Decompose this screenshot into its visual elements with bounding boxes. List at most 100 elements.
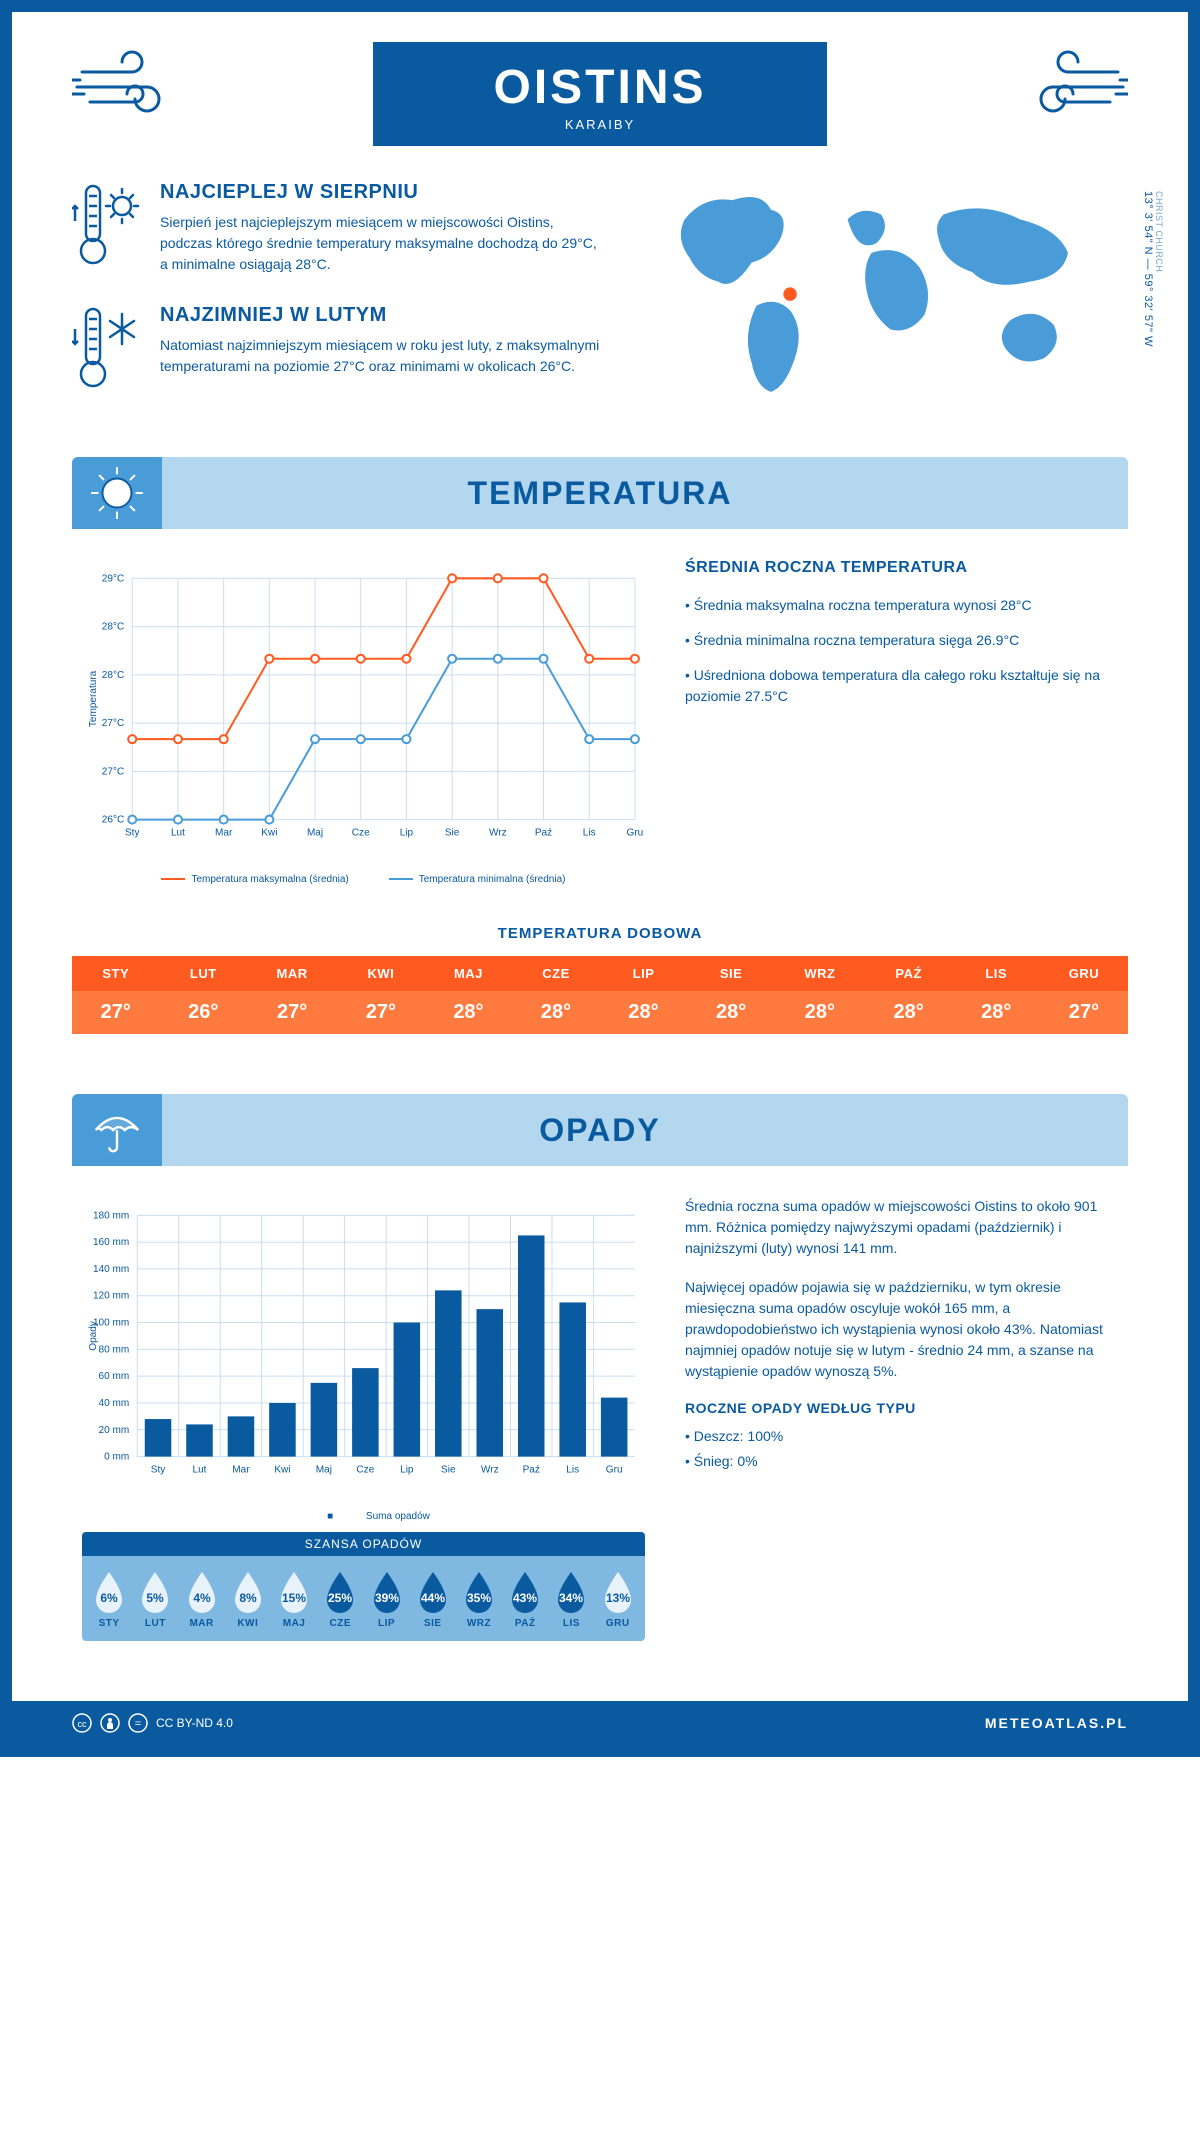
- coldest-title: NAJZIMNIEJ W LUTYM: [160, 304, 604, 327]
- hottest-text: Sierpień jest najcieplejszym miesiącem w…: [160, 212, 604, 275]
- svg-text:Gru: Gru: [627, 828, 644, 839]
- precipitation-drop: 6%STY: [90, 1568, 128, 1629]
- coordinates: CHRIST CHURCH 13° 3' 54" N — 59° 32' 57"…: [1142, 191, 1164, 347]
- daily-temp-title: TEMPERATURA DOBOWA: [72, 925, 1128, 942]
- hottest-fact: NAJCIEPLEJ W SIERPNIU Sierpień jest najc…: [72, 181, 604, 276]
- brand: METEOATLAS.PL: [985, 1715, 1128, 1731]
- svg-text:Mar: Mar: [215, 828, 233, 839]
- thermometer-snow-icon: [72, 304, 142, 399]
- svg-text:Maj: Maj: [316, 1465, 332, 1476]
- svg-text:44%: 44%: [421, 1591, 445, 1605]
- license: cc = CC BY-ND 4.0: [72, 1713, 233, 1733]
- thermometer-sun-icon: [72, 181, 142, 276]
- wind-icon-left: [72, 42, 182, 137]
- precipitation-chance-box: SZANSA OPADÓW 6%STY5%LUT4%MAR8%KWI15%MAJ…: [82, 1532, 645, 1641]
- svg-text:5%: 5%: [147, 1591, 165, 1605]
- svg-text:28°C: 28°C: [102, 670, 124, 681]
- svg-text:34%: 34%: [559, 1591, 583, 1605]
- sun-icon: [88, 464, 146, 522]
- svg-text:Kwi: Kwi: [274, 1465, 290, 1476]
- precipitation-section-header: OPADY: [72, 1094, 1128, 1166]
- precipitation-drop: 4%MAR: [183, 1568, 221, 1629]
- temperature-info: ŚREDNIA ROCZNA TEMPERATURA • Średnia mak…: [685, 559, 1118, 885]
- svg-text:26°C: 26°C: [102, 815, 124, 826]
- intro-section: NAJCIEPLEJ W SIERPNIU Sierpień jest najc…: [72, 181, 1128, 427]
- chart-legend: Temperatura maksymalna (średnia) Tempera…: [82, 874, 645, 885]
- precipitation-drop: 35%WRZ: [460, 1568, 498, 1629]
- svg-text:39%: 39%: [375, 1591, 399, 1605]
- precipitation-drop: 8%KWI: [229, 1568, 267, 1629]
- svg-text:Lip: Lip: [400, 1465, 414, 1476]
- precipitation-drop: 43%PAŹ: [506, 1568, 544, 1629]
- svg-text:60 mm: 60 mm: [99, 1371, 130, 1382]
- svg-text:Sty: Sty: [151, 1465, 166, 1476]
- svg-text:180 mm: 180 mm: [93, 1210, 129, 1221]
- svg-text:=: =: [135, 1718, 141, 1730]
- precipitation-drop: 44%SIE: [414, 1568, 452, 1629]
- svg-text:43%: 43%: [513, 1591, 537, 1605]
- precipitation-drop: 34%LIS: [552, 1568, 590, 1629]
- svg-text:Sie: Sie: [441, 1465, 456, 1476]
- svg-text:20 mm: 20 mm: [99, 1425, 130, 1436]
- precipitation-drop: 39%LIP: [368, 1568, 406, 1629]
- svg-text:Lut: Lut: [193, 1465, 207, 1476]
- coldest-text: Natomiast najzimniejszym miesiącem w rok…: [160, 335, 604, 377]
- svg-text:Lut: Lut: [171, 828, 185, 839]
- svg-text:13%: 13%: [606, 1591, 630, 1605]
- svg-text:Opady: Opady: [88, 1321, 99, 1351]
- title-panel: OISTINS KARAIBY: [373, 42, 826, 146]
- svg-text:Lip: Lip: [400, 828, 414, 839]
- svg-text:Kwi: Kwi: [261, 828, 277, 839]
- header: OISTINS KARAIBY: [72, 42, 1128, 146]
- svg-text:Paź: Paź: [535, 828, 552, 839]
- city-title: OISTINS: [493, 60, 706, 115]
- svg-text:120 mm: 120 mm: [93, 1291, 129, 1302]
- temperature-section-header: TEMPERATURA: [72, 457, 1128, 529]
- precipitation-drop: 13%GRU: [599, 1568, 637, 1629]
- svg-text:80 mm: 80 mm: [99, 1344, 130, 1355]
- svg-text:Cze: Cze: [352, 828, 370, 839]
- svg-text:Lis: Lis: [583, 828, 596, 839]
- svg-text:29°C: 29°C: [102, 573, 124, 584]
- svg-text:27°C: 27°C: [102, 766, 124, 777]
- svg-text:28°C: 28°C: [102, 622, 124, 633]
- svg-text:160 mm: 160 mm: [93, 1237, 129, 1248]
- svg-text:Wrz: Wrz: [481, 1465, 499, 1476]
- temperature-line-chart: 26°C 27°C 27°C 28°C 28°C 29°C Sty Lut Mar Kwi Maj C…: [82, 559, 645, 885]
- svg-text:Maj: Maj: [307, 828, 323, 839]
- svg-text:140 mm: 140 mm: [93, 1264, 129, 1275]
- svg-text:6%: 6%: [100, 1591, 118, 1605]
- coldest-fact: NAJZIMNIEJ W LUTYM Natomiast najzimniejs…: [72, 304, 604, 399]
- svg-text:Paź: Paź: [523, 1465, 540, 1476]
- svg-text:cc: cc: [78, 1719, 88, 1729]
- svg-text:Sty: Sty: [125, 828, 140, 839]
- svg-text:Mar: Mar: [232, 1465, 250, 1476]
- svg-text:40 mm: 40 mm: [99, 1398, 130, 1409]
- precipitation-drop: 25%CZE: [321, 1568, 359, 1629]
- svg-text:Gru: Gru: [606, 1465, 623, 1476]
- svg-text:25%: 25%: [328, 1591, 352, 1605]
- umbrella-icon: [88, 1101, 146, 1159]
- svg-text:15%: 15%: [282, 1591, 306, 1605]
- svg-text:0 mm: 0 mm: [104, 1452, 129, 1463]
- svg-text:Sie: Sie: [445, 828, 460, 839]
- precipitation-drop: 5%LUT: [136, 1568, 174, 1629]
- precipitation-drop: 15%MAJ: [275, 1568, 313, 1629]
- daily-temp-table: STYLUTMARKWIMAJCZELIPSIEWRZPAŹLISGRU 27°…: [72, 956, 1128, 1034]
- world-map: [644, 181, 1128, 416]
- precipitation-title: OPADY: [539, 1112, 660, 1149]
- svg-text:8%: 8%: [239, 1591, 257, 1605]
- svg-text:Temperatura: Temperatura: [88, 670, 99, 727]
- wind-icon-right: [1018, 42, 1128, 137]
- precipitation-info: Średnia roczna suma opadów w miejscowośc…: [685, 1196, 1118, 1641]
- subtitle: KARAIBY: [493, 117, 706, 132]
- svg-text:Cze: Cze: [356, 1465, 374, 1476]
- temperature-title: TEMPERATURA: [468, 475, 733, 512]
- svg-text:4%: 4%: [193, 1591, 211, 1605]
- bar-legend: ■ Suma opadów: [82, 1511, 645, 1522]
- footer: cc = CC BY-ND 4.0 METEOATLAS.PL: [12, 1701, 1188, 1745]
- hottest-title: NAJCIEPLEJ W SIERPNIU: [160, 181, 604, 204]
- svg-text:27°C: 27°C: [102, 718, 124, 729]
- svg-text:Lis: Lis: [566, 1465, 579, 1476]
- svg-text:35%: 35%: [467, 1591, 491, 1605]
